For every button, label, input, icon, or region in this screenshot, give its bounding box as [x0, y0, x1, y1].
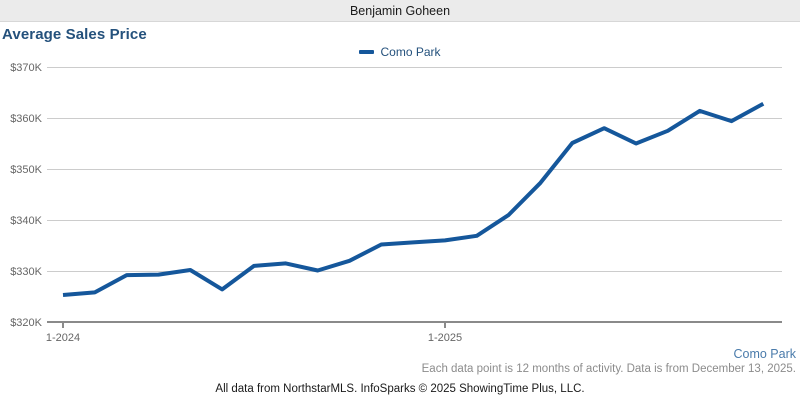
y-axis-label: $360K — [10, 113, 42, 125]
series-line-como-park — [62, 101, 765, 297]
legend: Como Park — [0, 44, 800, 60]
header-bar: Benjamin Goheen — [0, 0, 800, 22]
y-axis-label: $330K — [10, 266, 42, 278]
y-axis-label: $340K — [10, 215, 42, 227]
chart-title: Average Sales Price — [2, 26, 147, 43]
y-axis-label: $370K — [10, 62, 42, 74]
series-footnote-label: Como Park — [733, 347, 796, 361]
legend-swatch-icon — [359, 50, 375, 54]
x-axis-label: 1-2025 — [428, 332, 462, 344]
x-axis-label: 1-2024 — [46, 332, 80, 344]
header-title: Benjamin Goheen — [349, 3, 451, 18]
y-axis-label: $350K — [10, 164, 42, 176]
data-note: Each data point is 12 months of activity… — [421, 363, 796, 375]
attribution-text: All data from NorthstarMLS. InfoSparks ©… — [215, 383, 585, 395]
y-axis-label: $320K — [10, 317, 42, 329]
legend-label: Como Park — [380, 45, 441, 59]
